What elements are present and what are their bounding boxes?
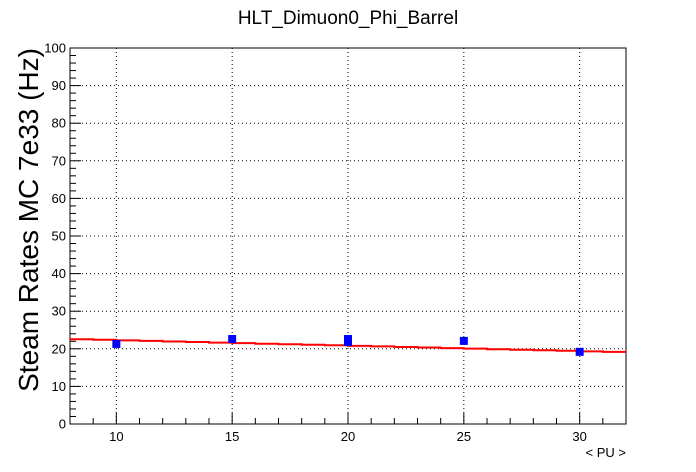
- y-tick-label: 90: [52, 78, 66, 93]
- x-tick-label: 20: [341, 429, 355, 444]
- data-point: [575, 347, 584, 356]
- y-tick-label: 40: [52, 266, 66, 281]
- y-tick-label: 50: [52, 229, 66, 244]
- y-axis-label: Steam Rates MC 7e33 (Hz): [13, 48, 44, 392]
- y-tick-label: 100: [44, 41, 66, 56]
- data-point: [459, 336, 468, 345]
- x-tick-label: 15: [225, 429, 239, 444]
- x-axis-label: < PU >: [586, 445, 626, 460]
- y-tick-label: 0: [59, 417, 66, 432]
- data-point: [344, 338, 352, 347]
- data-points: [112, 335, 584, 356]
- y-tick-label: 20: [52, 341, 66, 356]
- y-tick-label: 70: [52, 153, 66, 168]
- grid: [70, 48, 626, 424]
- y-tick-label: 60: [52, 191, 66, 206]
- data-point: [228, 335, 237, 344]
- y-tick-label: 30: [52, 304, 66, 319]
- chart-title: HLT_Dimuon0_Phi_Barrel: [238, 8, 458, 29]
- axis-ticks: 0 10 20 30 40 50 60 70 80 90 100 10 15 20 25 30: [44, 41, 627, 444]
- x-tick-label: 25: [457, 429, 471, 444]
- x-tick-label: 10: [109, 429, 123, 444]
- x-tick-label: 30: [572, 429, 586, 444]
- y-tick-label: 10: [52, 379, 66, 394]
- data-point: [112, 339, 121, 348]
- y-tick-label: 80: [52, 116, 66, 131]
